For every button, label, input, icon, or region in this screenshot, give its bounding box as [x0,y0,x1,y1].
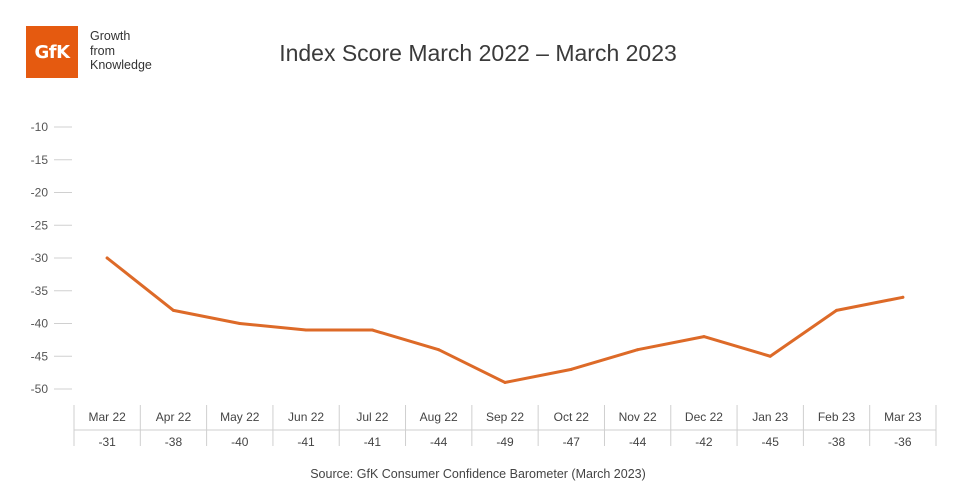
x-tick-label: Nov 22 [619,410,657,424]
data-label: -40 [231,435,249,449]
y-tick-label: -10 [31,120,49,134]
data-label: -47 [563,435,581,449]
x-tick-label: Oct 22 [554,410,590,424]
data-point [768,354,772,358]
data-label: -38 [828,435,846,449]
data-label: -38 [165,435,183,449]
data-point [636,348,640,352]
y-tick-label: -20 [31,186,49,200]
data-label: -42 [695,435,713,449]
x-tick-label: Mar 23 [884,410,922,424]
tagline-line-1: Growth [90,29,131,43]
data-point [171,308,175,312]
data-point [569,367,573,371]
logo-tagline: Growth from Knowledge [90,29,152,73]
y-tick-label: -40 [31,317,49,331]
x-tick-label: Apr 22 [156,410,192,424]
chart-title: Index Score March 2022 – March 2023 [279,40,677,66]
data-label: -49 [496,435,514,449]
data-label: -31 [98,435,116,449]
x-tick-label: Aug 22 [420,410,458,424]
tagline-line-3: Knowledge [90,58,152,72]
data-point [238,322,242,325]
data-point [702,335,706,339]
y-tick-label: -15 [31,153,49,167]
y-tick-label: -50 [31,382,49,396]
data-label: -45 [762,435,780,449]
data-point [105,256,109,260]
gfk-logo: GfK [26,26,78,78]
y-tick-label: -35 [31,284,49,298]
x-tick-label: Feb 23 [818,410,856,424]
y-tick-label: -30 [31,251,49,265]
data-point [437,348,441,352]
data-label: -44 [430,435,448,449]
series-line [105,256,905,384]
data-point [304,328,308,332]
source-note: Source: GfK Consumer Confidence Baromete… [310,467,646,481]
x-tick-label: Dec 22 [685,410,723,424]
data-label: -41 [364,435,382,449]
x-tick-label: Sep 22 [486,410,524,424]
x-tick-label: Jan 23 [752,410,788,424]
x-tick-label: Jul 22 [356,410,388,424]
x-tick-label: Jun 22 [288,410,324,424]
tagline-line-2: from [90,43,115,58]
data-point [835,308,839,312]
data-label: -36 [894,435,912,449]
data-point [370,328,374,332]
y-tick-label: -25 [31,218,49,232]
data-label: -41 [297,435,315,449]
data-point [503,380,507,384]
logo-text: GfK [34,41,70,63]
x-tick-label: May 22 [220,410,260,424]
x-tick-label: Mar 22 [88,410,126,424]
y-tick-label: -45 [31,349,49,363]
data-label: -44 [629,435,647,449]
data-point [901,295,905,299]
